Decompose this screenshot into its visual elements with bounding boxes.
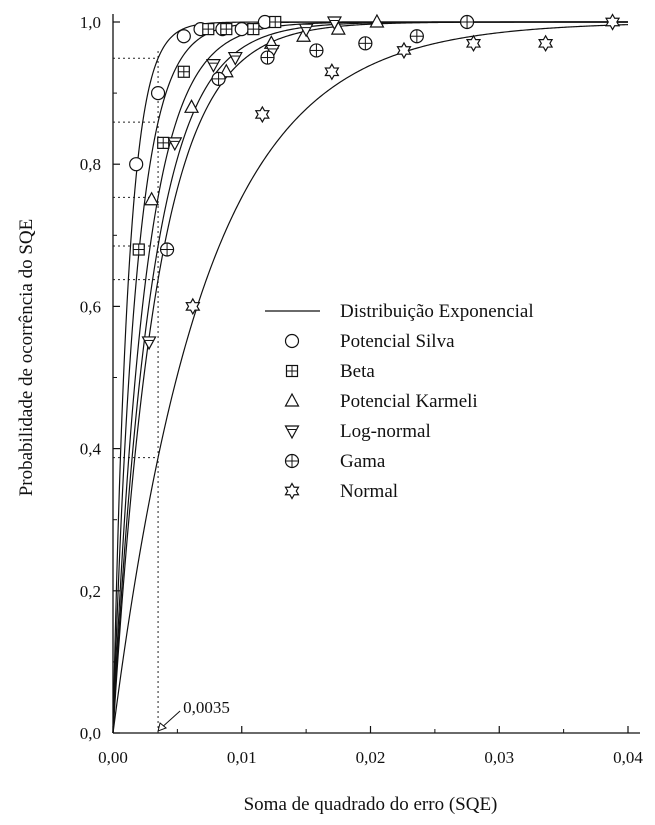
annotation-layer: 0,0035: [157, 698, 230, 732]
x-tick-label: 0,01: [227, 748, 257, 767]
data-point: [604, 13, 621, 31]
x-tick-label: 0,00: [98, 748, 128, 767]
x-axis-title: Soma de quadrado do erro (SQE): [244, 794, 498, 815]
points-layer: [129, 13, 621, 351]
legend-marker: [284, 482, 300, 500]
y-tick-label: 0,4: [80, 440, 102, 459]
legend-marker: [284, 453, 300, 469]
y-tick-label: 1,0: [80, 13, 101, 32]
data-point: [167, 137, 183, 152]
data-point: [409, 29, 424, 44]
data-point: [177, 65, 190, 78]
data-point: [202, 23, 215, 36]
curves-layer: [112, 21, 629, 734]
x-tick-label: 0,03: [484, 748, 514, 767]
x-tick-label: 0,04: [613, 748, 643, 767]
exponential-curve: [112, 21, 628, 734]
data-point: [260, 50, 275, 65]
data-point: [269, 15, 282, 29]
legend: Distribuição Exponencial Potencial Silva B…: [265, 301, 534, 502]
data-point: [157, 136, 170, 149]
annotation-label: 0,0035: [183, 698, 230, 717]
data-point: [141, 336, 157, 351]
data-point: [324, 63, 340, 81]
data-point: [298, 23, 314, 38]
legend-label: Normal: [340, 481, 398, 502]
y-tick-label: 0,0: [80, 724, 101, 743]
data-point: [538, 34, 554, 53]
x-tick-label: 0,02: [356, 748, 386, 767]
data-point: [184, 99, 200, 113]
annotation-arrowhead: [157, 722, 168, 732]
reference-lines-layer: [113, 50, 159, 733]
legend-label: Potencial Karmeli: [340, 391, 478, 412]
data-point: [459, 14, 475, 30]
data-point: [247, 23, 260, 36]
legend-label: Gama: [340, 451, 386, 472]
data-point: [144, 191, 160, 206]
data-point: [129, 157, 144, 172]
data-point: [205, 59, 221, 73]
ticks-layer: 0,00 0,01 0,02 0,03 0,04 0,0 0,2 0,4 0,6 0,8 1,0: [80, 13, 644, 767]
data-point: [132, 243, 145, 256]
legend-label: Log-normal: [340, 421, 431, 442]
data-point: [326, 16, 342, 31]
legend-marker: [284, 425, 300, 440]
exponential-curve: [112, 24, 629, 734]
y-tick-label: 0,6: [80, 297, 101, 316]
data-point: [369, 13, 385, 28]
data-point: [465, 34, 482, 53]
y-tick-label: 0,8: [80, 155, 101, 174]
data-point: [254, 105, 270, 124]
data-point: [159, 242, 175, 257]
data-point: [396, 41, 412, 60]
data-point: [150, 85, 166, 101]
y-axis-title: Probabilidade de ocorrência do SQE: [16, 219, 37, 497]
data-point: [309, 43, 324, 58]
legend-label-curve: Distribuição Exponencial: [340, 301, 534, 322]
y-tick-label: 0,2: [80, 582, 101, 601]
legend-marker: [284, 333, 300, 349]
data-point: [220, 23, 233, 36]
legend-marker: [285, 364, 299, 378]
legend-label: Potencial Silva: [340, 331, 455, 352]
data-point: [358, 36, 373, 51]
data-point: [185, 297, 201, 316]
data-point: [234, 22, 249, 37]
data-point: [211, 71, 226, 86]
legend-marker: [284, 392, 300, 407]
legend-label: Beta: [340, 361, 375, 382]
axes-layer: [112, 14, 640, 734]
data-point: [176, 29, 191, 44]
data-point: [227, 51, 243, 66]
